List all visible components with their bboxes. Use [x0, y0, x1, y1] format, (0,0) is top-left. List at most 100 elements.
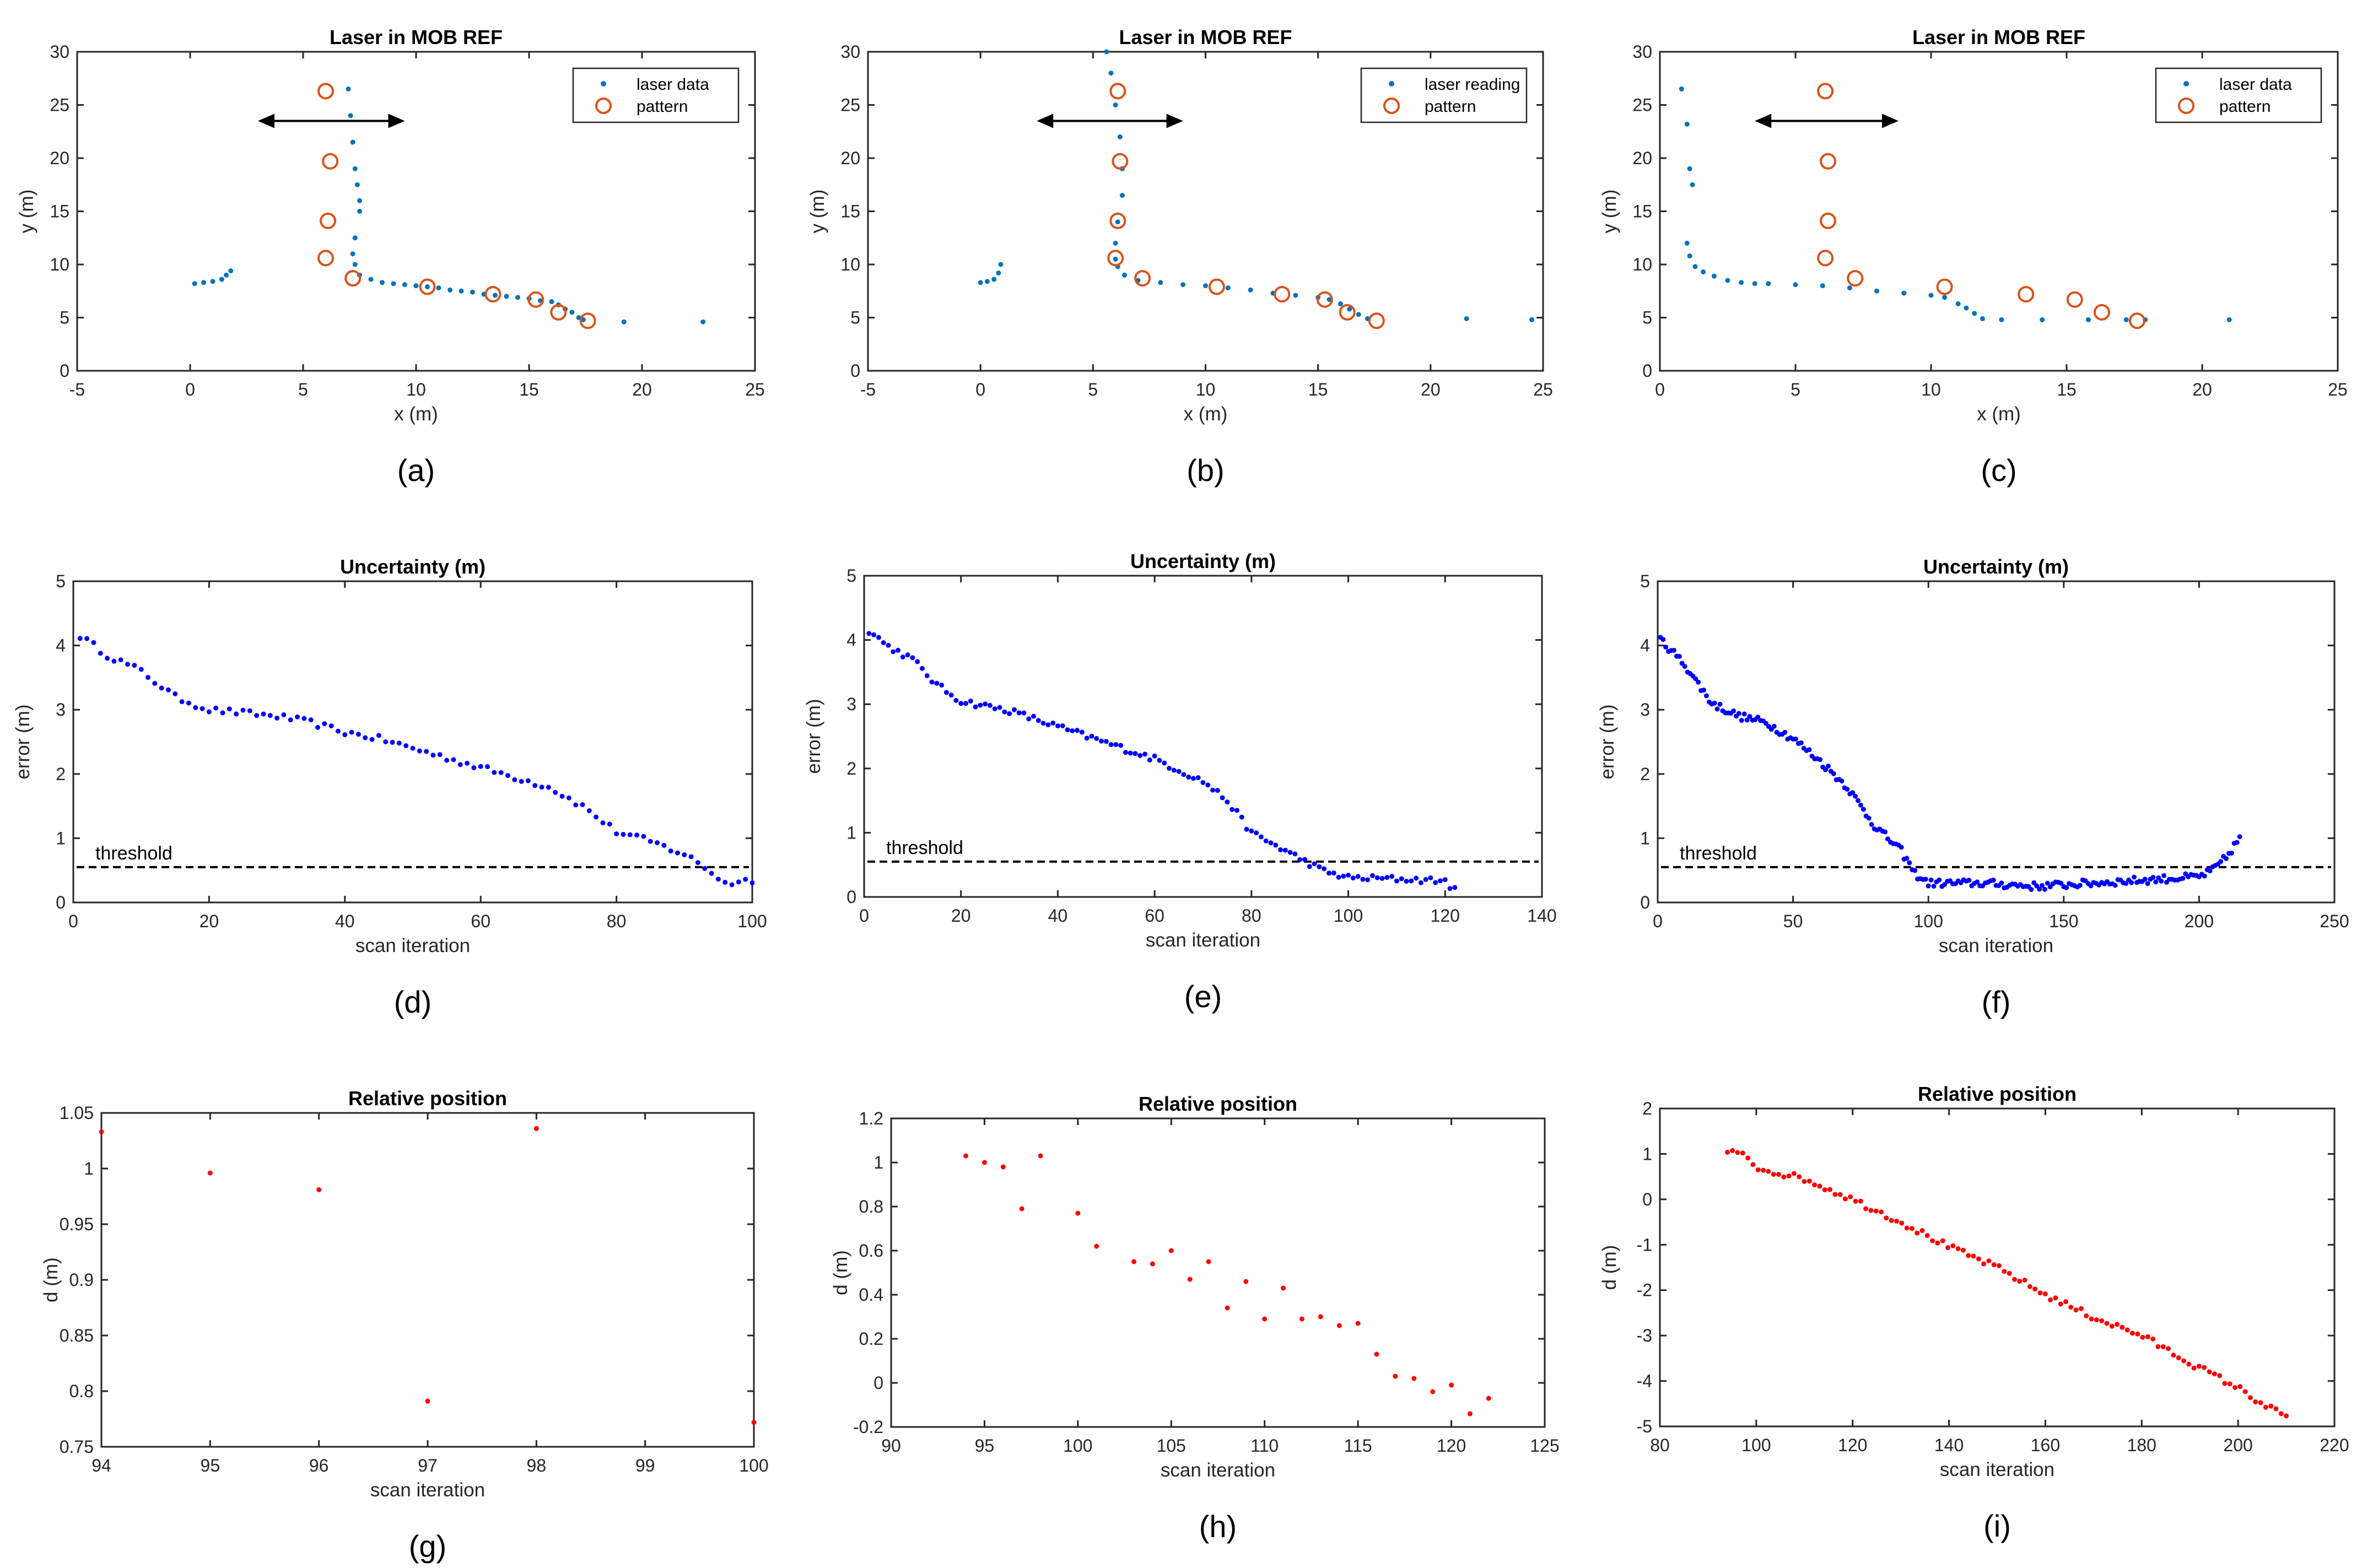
x-tick-label: 40 [335, 911, 355, 931]
y-tick-label: 0.8 [69, 1381, 94, 1401]
data-point [424, 749, 429, 754]
data-point [939, 682, 945, 688]
data-point [1750, 1162, 1756, 1167]
data-point [948, 693, 954, 698]
data-point [2224, 856, 2229, 861]
data-point [1806, 747, 1812, 753]
data-point [1157, 758, 1162, 763]
data-point [1038, 1153, 1043, 1159]
x-tick-label: 5 [1791, 380, 1800, 399]
data-point [1347, 306, 1352, 312]
data-point [1060, 723, 1065, 728]
data-point [1863, 1206, 1869, 1212]
data-point [179, 699, 185, 705]
data-point [1258, 834, 1264, 840]
data-point [1338, 301, 1343, 306]
data-point [566, 795, 571, 801]
data-point [2218, 859, 2224, 864]
data-point [1793, 282, 1798, 288]
x-tick-label: 10 [1196, 380, 1216, 399]
series-pattern [317, 83, 596, 329]
data-point [1972, 311, 1977, 316]
data-point [1355, 874, 1361, 879]
data-point [1739, 718, 1744, 723]
x-tick-label: 20 [2192, 380, 2212, 399]
x-tick-label: 25 [2328, 380, 2348, 399]
data-point [1950, 1243, 1956, 1248]
data-point [1806, 1178, 1812, 1184]
data-point [1000, 1164, 1006, 1170]
data-point [997, 705, 1002, 710]
data-point [1452, 885, 1458, 890]
data-point [118, 657, 123, 663]
y-tick-label: 1 [846, 823, 856, 842]
data-point [1113, 102, 1118, 107]
y-tick-label: 10 [1632, 255, 1652, 274]
data-point [1229, 807, 1235, 812]
data-point [2124, 1327, 2130, 1333]
y-tick-label: -3 [1637, 1326, 1652, 1345]
data-point [1798, 740, 1804, 745]
y-tick-label: 2 [1642, 1099, 1652, 1118]
y-tick-label: 0 [60, 361, 69, 381]
data-point [1360, 877, 1366, 882]
data-point [891, 649, 896, 655]
legend-dot-marker [2183, 81, 2189, 86]
data-point [2123, 317, 2129, 322]
x-tick-label: 50 [1783, 911, 1803, 931]
data-point [1850, 790, 1856, 796]
data-point [1225, 799, 1230, 805]
y-tick-label: 25 [1632, 95, 1652, 115]
data-point [996, 270, 1001, 275]
data-point [2234, 840, 2240, 845]
data-point [1693, 676, 1698, 682]
data-point [2145, 881, 2150, 886]
data-point [1262, 1316, 1268, 1322]
data-point [1831, 771, 1836, 776]
data-point [1404, 879, 1409, 884]
y-axis-label: d (m) [40, 1257, 62, 1302]
data-point [621, 319, 627, 325]
plot-frame [1659, 1107, 2336, 1428]
pattern-point [1208, 278, 1225, 295]
data-point [1928, 877, 1934, 883]
data-point [682, 852, 687, 857]
data-point [1341, 873, 1346, 879]
legend-entry: pattern [1425, 98, 1476, 116]
x-tick-label: 0 [68, 911, 78, 931]
x-tick-label: 125 [1530, 1436, 1559, 1456]
data-point [1955, 301, 1961, 306]
data-point [369, 737, 375, 742]
data-point [573, 802, 579, 808]
data-point [2084, 1313, 2089, 1318]
data-point [1128, 750, 1133, 756]
y-tick-label: 0 [1642, 361, 1652, 381]
data-point [1094, 1243, 1099, 1249]
pattern-point [1107, 250, 1124, 267]
y-tick-label: 20 [1632, 148, 1652, 168]
data-point [391, 281, 396, 286]
x-tick-label: 97 [418, 1456, 438, 1475]
data-point [2058, 880, 2064, 886]
data-point [352, 166, 358, 171]
data-point [1249, 828, 1254, 834]
data-point [1782, 729, 1788, 735]
data-point [227, 706, 232, 712]
data-point [201, 280, 207, 285]
data-point [1885, 836, 1891, 842]
data-point [1113, 256, 1118, 262]
threshold-label: threshold [1680, 843, 1757, 864]
data-point [1430, 1389, 1436, 1394]
data-point [905, 652, 910, 658]
data-point [2181, 1358, 2187, 1364]
data-point [569, 310, 575, 315]
data-point [709, 870, 714, 876]
series-points [866, 631, 1458, 891]
data-point [1928, 293, 1934, 298]
x-tick-label: 60 [471, 911, 490, 931]
data-point [2099, 1318, 2105, 1323]
data-point [1411, 1376, 1417, 1381]
data-point [1299, 1316, 1304, 1322]
x-tick-label: 100 [1741, 1435, 1771, 1455]
data-point [1696, 679, 1701, 685]
